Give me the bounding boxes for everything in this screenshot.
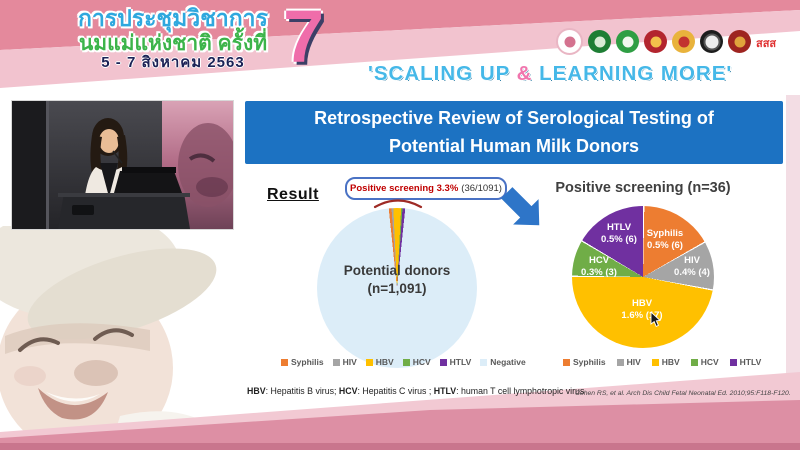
pie-label-syphilis-value: 0.5% (6) <box>647 240 683 252</box>
legend-item-syphilis: Syphilis <box>563 357 606 367</box>
presenter-scene <box>12 101 238 229</box>
legend-item-hiv: HIV <box>616 357 641 367</box>
red-gold-stupa-emblem <box>644 30 667 53</box>
pie-label-htlv-name: HTLV <box>606 222 632 233</box>
legend-item-hcv: HCV <box>690 357 719 367</box>
pie-label-syphilis: Syphilis 0.5% (6) <box>629 228 701 253</box>
footnote-text1: : Hepatitis B virus; <box>265 386 339 396</box>
footnote-abbr-hbv: HBV <box>247 386 266 396</box>
positive-screening-title: Positive screening (n=36) <box>555 180 731 196</box>
reference-citation: Cohen RS, et al. Arch Dis Child Fetal Ne… <box>575 390 791 397</box>
legend-label: HTLV <box>739 357 762 367</box>
conference-dates: 5 - 7 สิงหาคม 2563 <box>101 54 245 72</box>
callout-detail: (36/1091) <box>461 183 502 194</box>
htlv-swatch-icon <box>439 358 447 366</box>
footnote-text2: : Hepatitis C virus ; <box>357 386 434 396</box>
sponsor-logos: สสส <box>556 28 776 55</box>
potential-donors-line2: (n=1,091) <box>367 280 427 296</box>
background-pink-strip <box>786 95 800 450</box>
pie-label-htlv: HTLV 0.5% (6) <box>583 222 655 247</box>
header-pink-stripes <box>0 0 800 88</box>
pie-label-hiv: HIV 0.4% (4) <box>656 255 728 280</box>
conference-title-line2: นมแม่แห่งชาติ ครั้งที่ <box>78 31 268 55</box>
hcv-swatch-icon <box>690 358 698 366</box>
legend-item-negative: Negative <box>480 357 526 367</box>
green-health-emblem-2 <box>616 30 639 53</box>
legend-item-htlv: HTLV <box>729 357 762 367</box>
footnote-text3: : human T cell lymphotropic virus <box>456 386 585 396</box>
footer-pink-bands <box>0 372 800 450</box>
slogan-part1: 'SCALING UP <box>368 62 517 85</box>
footnote-abbr-hcv: HCV <box>338 386 358 396</box>
legend-label: HIV <box>342 357 357 367</box>
royal-gold-emblem <box>672 30 695 53</box>
syphilis-swatch-icon <box>563 358 570 366</box>
slide-title-line2: Potential Human Milk Donors <box>388 135 640 156</box>
pie-label-hbv: HBV 1.6% (17) <box>606 298 678 323</box>
potential-donors-pie-chart <box>317 208 477 368</box>
syphilis-swatch-icon <box>281 358 288 366</box>
pie-label-htlv-value: 0.5% (6) <box>601 234 637 246</box>
mother-and-child-logo <box>556 28 583 55</box>
hbv-swatch-icon <box>651 358 659 366</box>
slide-title-bar: Retrospective Review of Serological Test… <box>245 101 783 164</box>
potential-donors-label: Potential donors (n=1,091) <box>317 262 477 297</box>
legend-item-hbv: HBV <box>651 357 680 367</box>
footnote-abbr-htlv: HTLV <box>433 386 457 396</box>
legend-label: HBV <box>661 357 680 367</box>
hcv-swatch-icon <box>402 358 410 366</box>
black-round-emblem <box>700 30 723 53</box>
negative-swatch-icon <box>480 358 488 366</box>
pie-label-hbv-name: HBV <box>631 298 653 309</box>
legend-label: Syphilis <box>573 357 606 367</box>
slogan-ampersand: & <box>516 62 533 85</box>
legend-label: Negative <box>490 357 526 367</box>
legend-label: Syphilis <box>291 357 324 367</box>
legend-label: HIV <box>626 357 641 367</box>
right-pie-legend: Syphilis HIV HBV HCV HTLV <box>563 357 761 367</box>
presenter-video-feed <box>11 100 238 230</box>
conference-title: การประชุมวิชาการ นมแม่แห่งชาติ ครั้งที่ … <box>58 5 288 72</box>
pie-label-syphilis-name: Syphilis <box>646 228 684 239</box>
legend-item-syphilis: Syphilis <box>281 357 324 367</box>
hiv-swatch-icon <box>616 358 624 366</box>
slide-title-line1: Retrospective Review of Serological Test… <box>314 107 714 128</box>
pie-label-hiv-name: HIV <box>684 255 700 266</box>
dark-red-round-emblem <box>728 30 751 53</box>
abbreviation-footnote: HBV: Hepatitis B virus; HCV: Hepatitis C… <box>247 386 584 396</box>
pie-label-hcv: HCV 0.3% (3) <box>563 255 635 280</box>
positive-screening-callout: Positive screening 3.3% (36/1091) <box>345 177 507 200</box>
legend-label: HCV <box>700 357 719 367</box>
header-banner: การประชุมวิชาการ นมแม่แห่งชาติ ครั้งที่ … <box>0 0 800 95</box>
potential-donors-line1: Potential donors <box>343 263 451 278</box>
conference-slogan: 'SCALING UP & LEARNING MORE' <box>368 62 732 86</box>
conference-title-line1: การประชุมวิชาการ <box>78 5 268 31</box>
htlv-swatch-icon <box>729 358 737 366</box>
callout-pointer-brace <box>373 199 423 209</box>
legend-label: HBV <box>375 357 394 367</box>
edition-number: 7 <box>283 0 325 78</box>
legend-item-hiv: HIV <box>332 357 357 367</box>
slogan-part2: LEARNING MORE' <box>532 62 733 85</box>
legend-label: HCV <box>412 357 431 367</box>
legend-item-htlv: HTLV <box>439 357 472 367</box>
green-health-emblem-1 <box>588 30 611 53</box>
mouse-cursor-icon <box>650 312 662 328</box>
sss-foundation-logo: สสส <box>756 38 777 50</box>
pie-label-hcv-value: 0.3% (3) <box>581 267 617 279</box>
pie-label-hcv-name: HCV <box>588 255 610 266</box>
callout-highlight: Positive screening 3.3% <box>350 183 459 194</box>
result-heading: Result <box>267 186 319 203</box>
hbv-swatch-icon <box>365 358 373 366</box>
legend-item-hbv: HBV <box>365 357 394 367</box>
left-pie-legend: Syphilis HIV HBV HCV HTLV Negative <box>281 357 526 367</box>
hiv-swatch-icon <box>332 358 340 366</box>
blue-arrow-icon <box>501 187 540 226</box>
legend-item-hcv: HCV <box>402 357 431 367</box>
pie-label-hiv-value: 0.4% (4) <box>674 267 710 279</box>
positive-screening-pie-chart <box>572 206 714 348</box>
pie-label-hbv-value: 1.6% (17) <box>621 310 663 322</box>
legend-label: HTLV <box>449 357 472 367</box>
